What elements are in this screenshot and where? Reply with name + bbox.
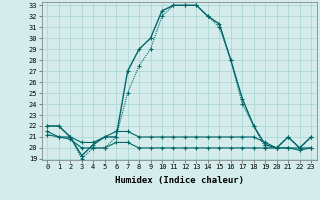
X-axis label: Humidex (Indice chaleur): Humidex (Indice chaleur) xyxy=(115,176,244,185)
